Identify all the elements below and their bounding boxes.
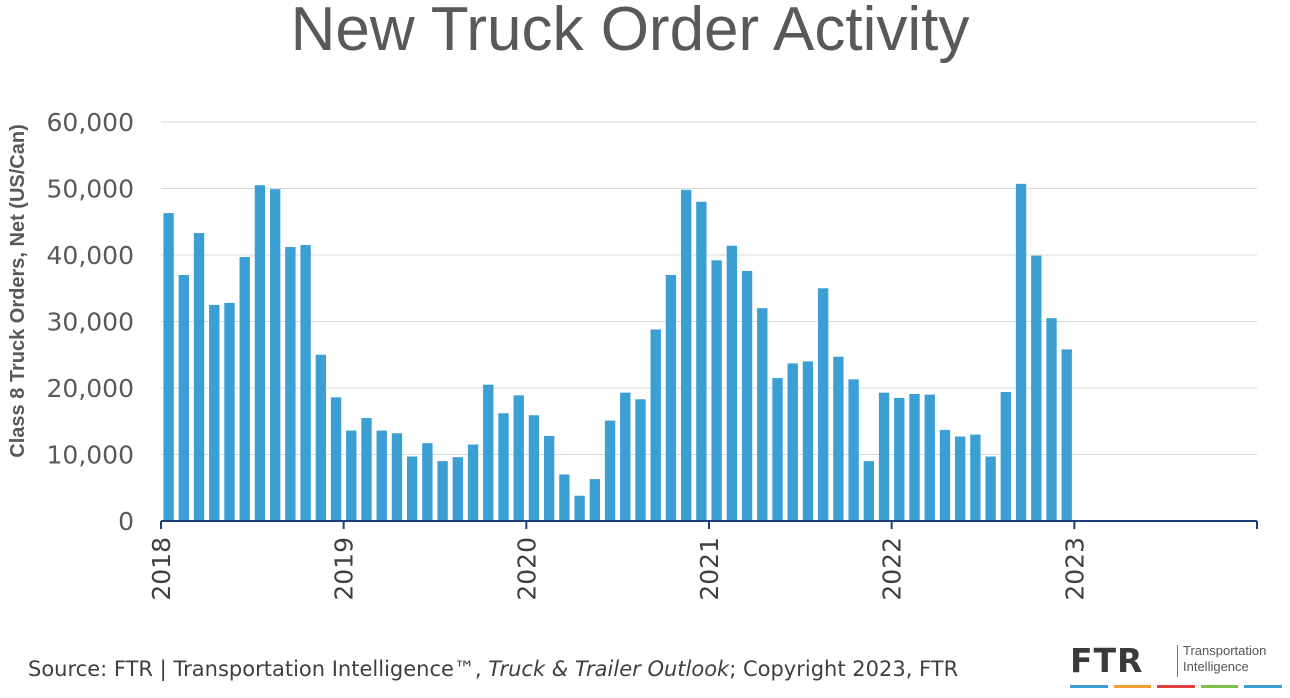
bar	[559, 474, 570, 521]
bar	[483, 384, 494, 521]
bar	[528, 415, 540, 521]
bar	[954, 436, 966, 521]
bar	[376, 430, 387, 521]
bar	[985, 456, 996, 521]
logo-tagline: Transportation Intelligence	[1183, 643, 1266, 675]
y-tick-label: 40,000	[47, 241, 134, 270]
bar	[285, 247, 296, 521]
bar	[741, 270, 753, 521]
bar	[802, 361, 814, 521]
bar	[1031, 255, 1042, 522]
bar	[437, 461, 448, 521]
bar	[209, 304, 220, 521]
bar	[909, 393, 920, 521]
bar	[269, 189, 281, 522]
logo-stripe	[1200, 685, 1239, 688]
source-footer: Source: FTR | Transportation Intelligenc…	[28, 657, 958, 681]
x-tick-label: 2022	[878, 537, 907, 601]
logo-line-1: Transportation	[1183, 643, 1267, 658]
bar	[391, 433, 403, 521]
x-tick-label: 2020	[512, 537, 541, 601]
bars	[163, 183, 1072, 522]
bar	[239, 256, 250, 521]
bar	[330, 397, 342, 521]
bar	[178, 274, 190, 521]
bar	[604, 420, 616, 521]
bar	[863, 461, 875, 521]
y-tick-label: 0	[118, 507, 134, 536]
bar	[467, 444, 479, 521]
bar	[224, 302, 235, 521]
y-tick-label: 60,000	[47, 108, 134, 137]
y-axis-label: Class 8 Truck Orders, Net (US/Can)	[7, 124, 29, 457]
logo-stripe	[1157, 685, 1195, 688]
y-tick-label: 30,000	[47, 308, 134, 337]
x-tick-label: 2021	[695, 537, 724, 601]
bar	[361, 417, 372, 521]
logo-stripe	[1070, 685, 1108, 688]
x-tick-label: 2019	[330, 537, 359, 601]
bar	[665, 274, 677, 521]
bar	[696, 201, 707, 522]
bar	[163, 213, 174, 522]
x-tick-labels: 2018 2019 2020 2021 2022 2023	[147, 537, 1089, 601]
footer-prefix: Source: FTR | Transportation Intelligenc…	[28, 657, 489, 681]
bar	[833, 356, 844, 521]
bar	[894, 397, 905, 521]
bar	[315, 354, 327, 521]
bar	[970, 434, 981, 521]
y-tick-label: 50,000	[47, 175, 134, 204]
bar	[543, 435, 555, 521]
bar	[1000, 391, 1012, 521]
bar	[787, 363, 798, 521]
logo-stripes	[1070, 685, 1282, 688]
x-tick-label: 2018	[147, 537, 176, 601]
bar	[254, 185, 266, 522]
bar	[939, 429, 951, 521]
bar-chart: 0 10,000 20,000 30,000 40,000 50,000 60,000 20…	[7, 108, 1258, 601]
bar	[620, 392, 631, 521]
bar	[346, 430, 357, 521]
bar	[757, 308, 768, 521]
bar	[498, 413, 509, 521]
y-tick-labels: 0 10,000 20,000 30,000 40,000 50,000 60,000	[47, 108, 134, 536]
footer-suffix: ; Copyright 2023, FTR	[729, 657, 959, 681]
y-tick-label: 10,000	[47, 441, 134, 470]
logo-line-2: Intelligence	[1183, 659, 1249, 674]
bar	[193, 233, 205, 521]
bar	[772, 378, 783, 521]
ftr-logo: FTR Transportation Intelligence	[1070, 643, 1285, 691]
bar	[452, 457, 464, 521]
bar	[726, 245, 738, 521]
footer-publication: Truck & Trailer Outlook	[488, 657, 730, 681]
bar	[878, 392, 890, 521]
bar	[817, 288, 829, 521]
bar	[422, 443, 433, 521]
axes	[160, 520, 1258, 529]
bar	[589, 479, 601, 521]
y-tick-label: 20,000	[47, 374, 134, 403]
bar	[924, 394, 935, 521]
bar	[300, 245, 311, 521]
bar	[848, 379, 859, 521]
bar	[574, 495, 585, 521]
logo-separator	[1177, 645, 1178, 677]
gridlines	[161, 121, 1257, 455]
bar	[650, 329, 661, 521]
bar	[1046, 318, 1057, 521]
logo-stripe	[1244, 685, 1282, 688]
bar	[680, 189, 692, 521]
bar	[711, 260, 722, 521]
bar	[406, 456, 418, 521]
bar	[513, 395, 524, 521]
logo-stripe	[1113, 685, 1152, 688]
bar	[1015, 183, 1027, 521]
logo-mark: FTR	[1070, 641, 1144, 680]
x-tick-label: 2023	[1060, 537, 1089, 601]
bar	[635, 399, 646, 521]
bar	[1061, 349, 1072, 521]
chart-title: New Truck Order Activity	[290, 0, 970, 64]
